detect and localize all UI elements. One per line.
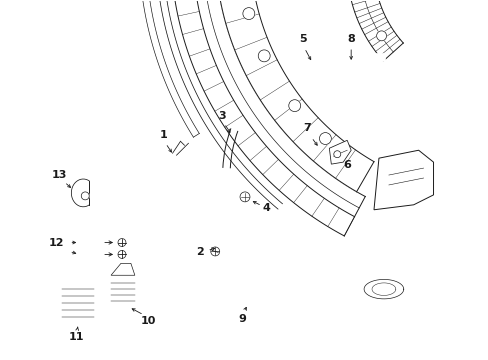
- Circle shape: [210, 247, 219, 256]
- Text: 10: 10: [141, 316, 156, 326]
- Circle shape: [319, 132, 331, 144]
- Circle shape: [243, 8, 254, 19]
- Polygon shape: [328, 140, 350, 164]
- Text: 12: 12: [49, 238, 64, 248]
- Polygon shape: [139, 0, 199, 137]
- Circle shape: [118, 239, 126, 247]
- Text: 8: 8: [346, 34, 354, 44]
- Circle shape: [333, 151, 340, 158]
- Polygon shape: [170, 0, 365, 236]
- Text: 1: 1: [160, 130, 167, 140]
- Circle shape: [240, 192, 249, 202]
- Bar: [374, 53, 385, 61]
- Circle shape: [118, 251, 126, 258]
- Bar: [109, 277, 137, 309]
- Polygon shape: [364, 279, 403, 299]
- Polygon shape: [373, 150, 433, 210]
- Text: 3: 3: [218, 111, 225, 121]
- Circle shape: [376, 31, 386, 41]
- Circle shape: [81, 192, 89, 200]
- Text: 6: 6: [343, 160, 350, 170]
- Bar: [60, 282, 97, 324]
- Circle shape: [288, 100, 300, 112]
- Text: 7: 7: [303, 123, 311, 134]
- Text: 5: 5: [298, 34, 306, 44]
- Polygon shape: [219, 0, 373, 192]
- Text: 9: 9: [238, 314, 245, 324]
- Text: 2: 2: [196, 247, 204, 257]
- Polygon shape: [111, 264, 135, 275]
- Text: 13: 13: [52, 170, 67, 180]
- Circle shape: [258, 50, 269, 62]
- Text: 4: 4: [263, 203, 270, 213]
- Polygon shape: [347, 0, 403, 61]
- Text: 11: 11: [68, 332, 84, 342]
